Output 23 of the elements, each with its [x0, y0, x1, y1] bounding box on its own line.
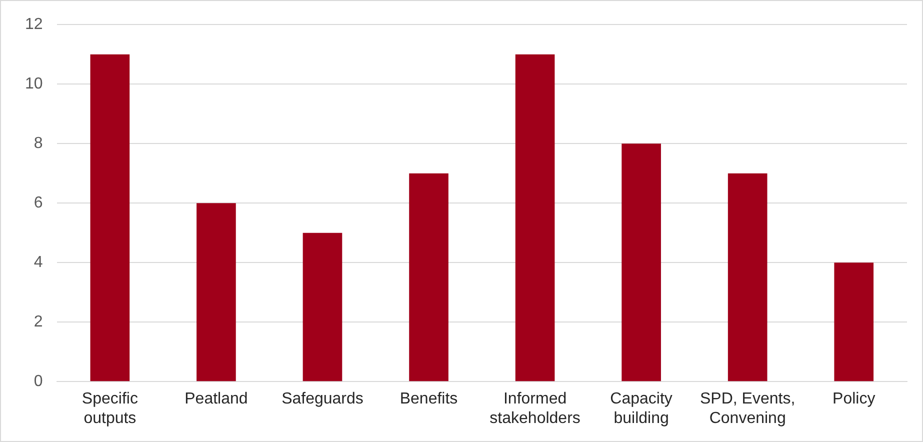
bar — [622, 144, 661, 382]
y-tick-label: 8 — [34, 135, 43, 152]
bar — [90, 54, 130, 382]
bar — [515, 54, 555, 382]
y-tick-label: 0 — [34, 373, 43, 390]
x-tick-label: Specific outputs — [82, 390, 138, 427]
x-tick-label: Safeguards — [282, 390, 364, 408]
bar — [834, 262, 874, 382]
x-tick-label: Benefits — [400, 390, 458, 408]
y-tick-label: 6 — [34, 194, 43, 212]
y-tick-label: 2 — [34, 314, 43, 331]
bar — [728, 173, 768, 382]
y-tick-label: 12 — [25, 16, 43, 34]
x-tick-label: Capacity building — [610, 390, 672, 427]
x-tick-label: SPD, Events, Convening — [700, 390, 796, 427]
bar — [302, 232, 342, 382]
x-tick-label: Informed stakeholders — [490, 390, 580, 427]
y-tick-label: 4 — [34, 254, 43, 272]
y-tick-label: 10 — [25, 76, 43, 93]
bar — [409, 173, 448, 382]
x-tick-label: Peatland — [184, 390, 248, 408]
bar — [196, 203, 236, 382]
x-tick-label: Policy — [832, 390, 876, 408]
